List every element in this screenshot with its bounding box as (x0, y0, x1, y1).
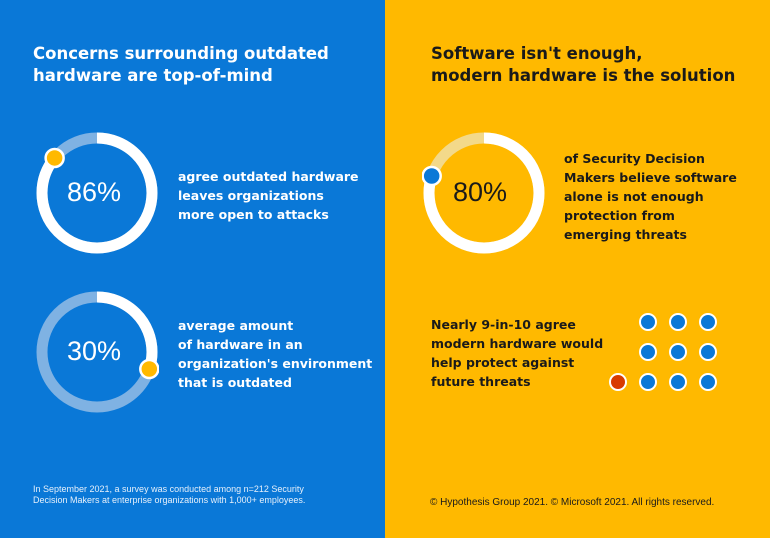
agree-dot (699, 313, 717, 331)
donut-marker-dot (422, 165, 442, 187)
survey-footnote: In September 2021, a survey was conducte… (33, 484, 306, 505)
agree-dot (669, 313, 687, 331)
donut-value-arc (36, 132, 158, 254)
donut-value-arc (36, 291, 158, 413)
agree-dot (699, 343, 717, 361)
stat-30-description: average amount of hardware in an organiz… (178, 318, 373, 390)
donut-value-arc (423, 132, 545, 254)
donut-30 (36, 291, 159, 413)
copyright: © Hypothesis Group 2021. © Microsoft 202… (430, 497, 715, 508)
right-panel: Software isn't enough, modern hardware i… (385, 0, 770, 538)
agree-dot (699, 373, 717, 391)
left-title: Concerns surrounding outdated hardware a… (33, 44, 329, 85)
donut-86 (36, 132, 158, 254)
agree-dot (639, 313, 657, 331)
agree-dot (639, 343, 657, 361)
stat-86-description: agree outdated hardware leaves organizat… (178, 169, 359, 222)
donut-marker-dot (44, 147, 65, 169)
agree-dot (669, 343, 687, 361)
right-title: Software isn't enough, modern hardware i… (431, 44, 736, 85)
nine-in-ten-text: Nearly 9-in-10 agree modern hardware wou… (431, 317, 604, 389)
stat-80-value: 80% (453, 177, 508, 207)
left-panel: Concerns surrounding outdated hardware a… (0, 0, 385, 538)
disagree-dot (609, 373, 627, 391)
stat-30-value: 30% (67, 336, 122, 366)
agree-dot (669, 373, 687, 391)
stat-80-description: of Security Decision Makers believe soft… (564, 151, 737, 242)
donut-marker-dot (139, 358, 159, 380)
agree-dot (639, 373, 657, 391)
stat-86-value: 86% (67, 177, 122, 207)
donut-80 (422, 132, 545, 254)
